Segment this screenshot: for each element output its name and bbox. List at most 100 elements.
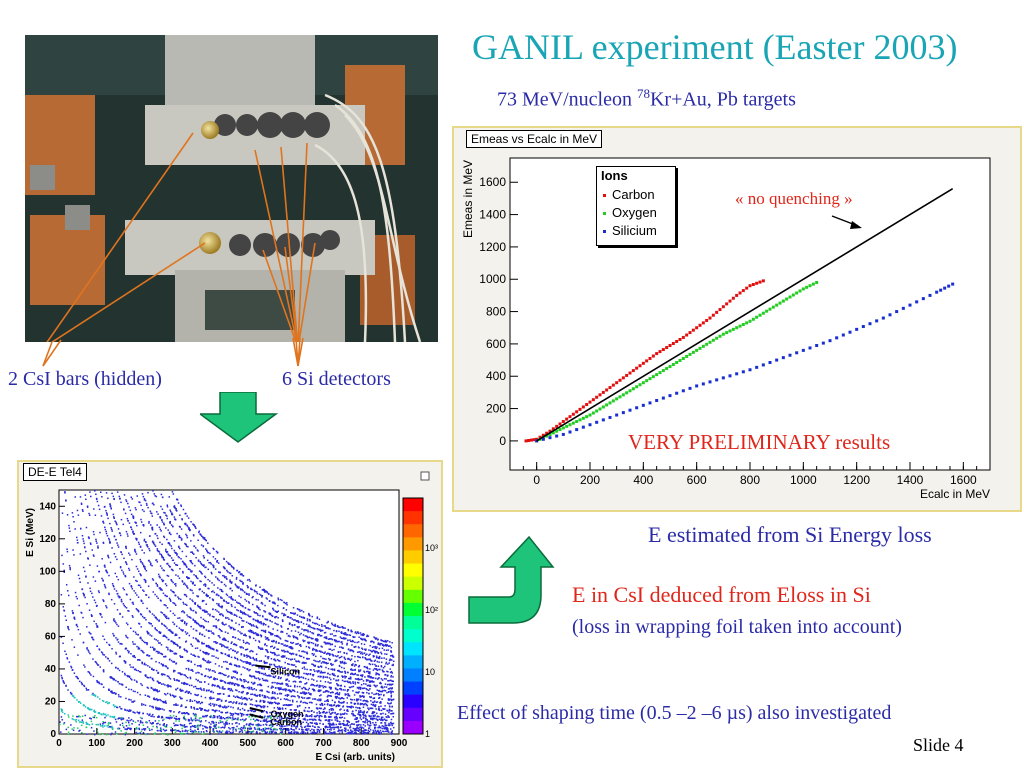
heatmap-cell: [359, 711, 362, 713]
heatmap-cell: [98, 570, 100, 573]
heatmap-cell: [336, 695, 338, 698]
heatmap-cell: [98, 591, 100, 594]
heatmap-cell: [86, 648, 88, 650]
heatmap-cell: [238, 665, 240, 667]
heatmap-cell: [162, 635, 164, 637]
point-carbon: [615, 381, 619, 385]
heatmap-cell: [378, 707, 380, 710]
heatmap-cell: [283, 704, 286, 706]
heatmap-cell: [345, 662, 347, 665]
point-oxygen: [801, 287, 805, 291]
heatmap-cell: [320, 670, 322, 673]
heatmap-cell: [107, 556, 110, 559]
heatmap-cell: [260, 728, 263, 731]
heatmap-cell: [340, 689, 343, 691]
heatmap-cell: [132, 616, 134, 618]
heatmap-cell: [286, 678, 289, 681]
heatmap-cell: [105, 605, 107, 607]
heatmap-cell: [105, 701, 107, 704]
heatmap-cell: [146, 713, 149, 715]
heatmap-cell: [193, 654, 195, 657]
heatmap-cell: [61, 512, 64, 514]
heatmap-cell: [126, 728, 128, 731]
heatmap-cell: [329, 653, 331, 655]
heatmap-cell: [298, 695, 300, 698]
heatmap-cell: [125, 648, 128, 650]
heatmap-cell: [203, 642, 205, 645]
heatmap-cell: [191, 645, 194, 647]
heatmap-cell: [96, 604, 98, 607]
heatmap-cell: [175, 634, 177, 636]
heatmap-cell: [354, 683, 357, 685]
heatmap-cell: [355, 664, 357, 666]
heatmap-cell: [214, 608, 217, 611]
heatmap-cell: [206, 714, 209, 717]
heatmap-cell: [116, 593, 119, 595]
heatmap-cell: [289, 704, 292, 706]
heatmap-cell: [134, 507, 137, 509]
point-carbon: [565, 417, 569, 421]
heatmap-cell: [134, 551, 137, 553]
heatmap-cell: [209, 716, 211, 718]
heatmap-cell: [106, 535, 109, 537]
heatmap-cell: [361, 691, 364, 694]
heatmap-cell: [200, 681, 203, 683]
heatmap-cell: [210, 630, 212, 632]
heatmap-cell: [173, 695, 175, 697]
heatmap-cell: [137, 711, 139, 714]
heatmap-cell: [249, 703, 252, 705]
heatmap-cell: [161, 556, 164, 558]
no-quenching-annotation: « no quenching »: [735, 189, 853, 208]
heatmap-cell: [219, 692, 222, 695]
heatmap-cell: [360, 726, 362, 728]
heatmap-cell: [127, 502, 129, 505]
heatmap-cell: [68, 527, 71, 529]
point-oxygen: [788, 295, 792, 299]
heatmap-cell: [274, 659, 276, 661]
heatmap-cell: [190, 669, 193, 671]
heatmap-cell: [345, 680, 347, 683]
point-carbon: [561, 420, 565, 424]
series-line-no-quenching: [536, 188, 954, 442]
heatmap-cell: [177, 645, 179, 647]
heatmap-cell: [356, 729, 358, 732]
heatmap-cell: [102, 686, 105, 688]
heatmap-cell: [232, 682, 234, 684]
heatmap-cell: [174, 604, 177, 607]
heatmap-cell: [160, 683, 163, 685]
heatmap-cell: [290, 731, 293, 733]
heatmap-cell: [207, 630, 210, 633]
heatmap-cell: [284, 725, 286, 727]
heatmap-cell: [178, 672, 181, 674]
heatmap-cell: [368, 680, 371, 682]
heatmap-cell: [120, 683, 122, 685]
heatmap-cell: [345, 693, 347, 696]
heatmap-cell: [334, 701, 336, 704]
heatmap-cell: [297, 642, 299, 645]
heatmap-cell: [183, 648, 185, 651]
heatmap-cell: [288, 712, 290, 715]
heatmap-cell: [153, 688, 156, 691]
heatmap-cell: [264, 730, 266, 733]
heatmap-cell: [136, 524, 138, 527]
heatmap-cell: [322, 723, 324, 726]
heatmap-cell: [208, 676, 211, 679]
heatmap-cell: [324, 681, 327, 683]
heatmap-cell: [114, 705, 117, 708]
heatmap-cell: [116, 639, 118, 641]
heatmap-cell: [364, 720, 367, 722]
heatmap-cell: [292, 695, 295, 697]
point-carbon: [578, 407, 582, 411]
heatmap-cell: [318, 684, 321, 687]
heatmap-cell: [258, 704, 260, 707]
heatmap-cell: [201, 701, 204, 704]
heatmap-cell: [262, 727, 265, 730]
point-oxygen: [758, 313, 762, 317]
heatmap-cell: [243, 680, 246, 683]
point-oxygen: [598, 407, 602, 411]
heatmap-cell: [384, 673, 387, 676]
heatmap-cell: [234, 712, 237, 715]
heatmap-cell: [206, 645, 208, 647]
heatmap-cell: [255, 724, 257, 726]
heatmap-cell: [277, 648, 280, 651]
